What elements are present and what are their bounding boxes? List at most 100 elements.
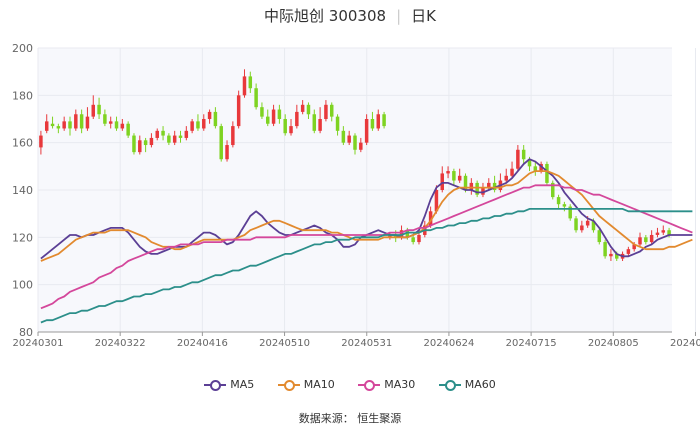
- legend-item-ma60[interactable]: MA60: [438, 378, 496, 391]
- candle-body: [434, 190, 439, 212]
- y-tick-label: 80: [19, 326, 33, 339]
- candle-body: [446, 171, 450, 174]
- series-line-ma30: [40, 184, 693, 310]
- candle-body: [178, 135, 183, 138]
- y-tick-label: 200: [12, 42, 33, 55]
- candle-body: [440, 173, 444, 190]
- candle-body: [62, 121, 66, 129]
- ma5-swatch: [204, 380, 227, 391]
- candle-body: [504, 175, 508, 181]
- candle-body: [341, 130, 346, 143]
- candle-body: [510, 168, 514, 176]
- stock-name: 中际旭创 300308: [264, 7, 387, 25]
- candle-body: [521, 149, 526, 160]
- candle-body: [225, 145, 229, 160]
- candle-body: [551, 182, 555, 198]
- candle-body: [638, 237, 642, 245]
- candle-body: [614, 253, 619, 259]
- candle-body: [312, 114, 317, 131]
- candle-body: [417, 234, 421, 243]
- data-source: 数据来源： 恒生聚源: [298, 412, 402, 425]
- candle-body: [277, 109, 282, 119]
- candle-body: [568, 206, 572, 219]
- candle-body: [254, 88, 258, 108]
- candle-body: [626, 249, 631, 254]
- candle-body: [492, 182, 497, 190]
- candle-body: [213, 111, 218, 127]
- legend-label-ma10: MA10: [303, 378, 335, 391]
- candle-body: [463, 175, 468, 190]
- candle-body: [475, 182, 479, 195]
- candle-body: [655, 232, 660, 235]
- candle-body: [452, 171, 456, 181]
- candle-body: [562, 204, 567, 207]
- candle-body: [609, 253, 613, 257]
- candle-body: [370, 119, 375, 129]
- candle-body: [411, 237, 415, 243]
- candlestick-chart: 80 100 120 140 160 180 200 20240301 20240322 2024…: [12, 42, 700, 349]
- candle-body: [580, 225, 584, 231]
- candle-body: [74, 114, 78, 129]
- candle-body: [329, 104, 334, 117]
- legend: MA5 MA10 MA30 MA60: [0, 378, 700, 391]
- candle-body: [661, 230, 666, 233]
- candle-body: [114, 121, 119, 129]
- candle-body: [399, 230, 404, 238]
- candle-body: [481, 187, 485, 195]
- legend-item-ma30[interactable]: MA30: [358, 378, 415, 391]
- candle-body: [120, 123, 125, 129]
- candle-body: [207, 111, 212, 119]
- candle-body: [260, 107, 264, 117]
- period-label: 日K: [411, 7, 436, 25]
- candle-body: [39, 135, 43, 148]
- series-line-ma60: [40, 207, 693, 324]
- x-tick-label: 20240823: [670, 338, 700, 349]
- candle-body: [143, 140, 148, 146]
- ma60-swatch: [438, 380, 461, 391]
- candle-body: [376, 114, 381, 129]
- candle-body: [172, 135, 177, 143]
- candle-body: [335, 116, 340, 131]
- candle-body: [428, 211, 433, 226]
- candle-body: [382, 114, 386, 127]
- candle-body: [190, 121, 194, 131]
- candle-body: [138, 140, 142, 153]
- x-tick-label: 20240805: [588, 338, 639, 349]
- x-tick-label: 20240715: [506, 338, 557, 349]
- candle-body: [56, 126, 61, 129]
- candle-body: [353, 135, 357, 150]
- candle-body: [533, 166, 538, 172]
- ma30-swatch: [358, 380, 381, 391]
- candle-body: [300, 104, 305, 112]
- candle-body: [324, 104, 328, 119]
- candle-body: [85, 116, 90, 129]
- candle-body: [103, 114, 107, 124]
- candle-body: [393, 234, 398, 238]
- y-tick-label: 140: [12, 184, 33, 197]
- x-tick-label: 20240301: [13, 338, 64, 349]
- candle-body: [364, 119, 369, 143]
- candle-body: [161, 130, 165, 136]
- candle-body: [469, 182, 474, 190]
- legend-label-ma5: MA5: [230, 378, 255, 391]
- legend-item-ma10[interactable]: MA10: [277, 378, 335, 391]
- candle-body: [306, 104, 311, 115]
- candle-body: [644, 237, 648, 243]
- candle-body: [539, 163, 543, 172]
- candle-body: [632, 244, 636, 250]
- candle-body: [91, 104, 96, 117]
- candle-body: [79, 114, 84, 129]
- candle-body: [405, 230, 410, 238]
- candle-body: [591, 220, 596, 231]
- x-tick-label: 20240510: [259, 338, 310, 349]
- y-tick-label: 160: [12, 137, 33, 150]
- candle-body: [347, 135, 351, 143]
- candle-body: [603, 242, 607, 257]
- series-line-ma10: [40, 170, 693, 262]
- candle-body: [132, 135, 136, 153]
- y-tick-label: 100: [12, 279, 33, 292]
- y-tick-label: 120: [12, 231, 33, 244]
- candle-body: [527, 159, 532, 167]
- legend-item-ma5[interactable]: MA5: [204, 378, 254, 391]
